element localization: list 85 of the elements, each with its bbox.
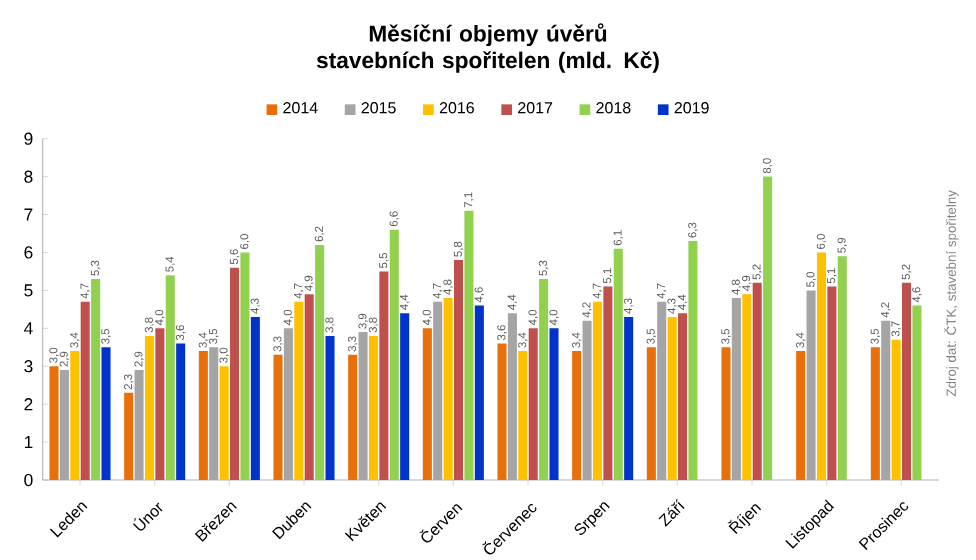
bar	[902, 282, 912, 480]
bar	[209, 347, 219, 480]
bar	[464, 210, 474, 480]
bar	[646, 347, 656, 480]
y-tick-label: 0	[24, 473, 33, 487]
legend-label: 2019	[674, 102, 709, 114]
bar	[91, 279, 101, 480]
bar	[827, 286, 837, 480]
bar	[315, 244, 325, 480]
bar	[870, 347, 880, 480]
bar	[592, 301, 602, 480]
bar	[368, 335, 379, 480]
bar	[657, 301, 667, 480]
bar	[837, 256, 847, 480]
bar	[325, 335, 335, 480]
bar	[624, 316, 634, 480]
bar	[752, 282, 762, 480]
bar	[379, 271, 389, 480]
bar	[796, 351, 806, 480]
bar	[134, 370, 144, 480]
y-tick-label: 7	[24, 208, 33, 221]
bar	[176, 343, 186, 480]
y-tick-label: 3	[24, 360, 33, 373]
legend-label: 2016	[439, 102, 474, 114]
y-tick-label: 5	[24, 284, 33, 297]
bar	[572, 351, 582, 480]
bar	[101, 347, 111, 480]
bar	[70, 351, 80, 480]
bar	[198, 351, 208, 480]
bar	[400, 313, 410, 480]
bar	[539, 279, 549, 480]
bar	[250, 316, 260, 480]
bar	[518, 351, 528, 480]
bar	[528, 328, 538, 480]
bar	[549, 328, 559, 480]
bar	[688, 241, 698, 480]
bar	[422, 328, 432, 480]
bar	[49, 366, 59, 480]
bar	[731, 297, 741, 480]
bar	[497, 343, 507, 480]
y-tick-label: 9	[24, 132, 33, 145]
bar	[124, 392, 134, 480]
bar	[273, 354, 283, 480]
bar	[806, 290, 816, 480]
bar	[155, 328, 165, 480]
bar	[294, 301, 304, 480]
bar	[144, 335, 155, 480]
bar	[443, 297, 453, 480]
bar	[358, 332, 368, 480]
bar	[80, 301, 90, 480]
bar	[433, 301, 443, 480]
bar	[304, 294, 314, 480]
y-tick-label: 1	[24, 436, 33, 449]
y-tick-label: 6	[24, 246, 33, 259]
bar	[742, 294, 752, 480]
bar	[582, 320, 592, 480]
bar	[240, 252, 250, 480]
bar	[613, 248, 623, 480]
bar	[816, 252, 826, 480]
legend-label: 2017	[518, 102, 553, 114]
legend-label: 2018	[596, 102, 631, 114]
bar	[165, 275, 175, 480]
bar	[881, 320, 891, 480]
y-tick-label: 8	[24, 170, 33, 183]
bar	[389, 229, 399, 480]
legend-label: 2014	[283, 102, 318, 114]
bar	[912, 305, 922, 480]
bar	[230, 267, 240, 480]
bar	[678, 313, 688, 480]
bar	[219, 366, 229, 480]
legend-label: 2015	[361, 102, 396, 114]
bar	[891, 339, 901, 480]
bar	[507, 313, 517, 480]
bar	[763, 176, 773, 480]
bar	[474, 305, 484, 480]
bar	[667, 316, 677, 480]
bar	[721, 347, 731, 480]
bar	[348, 354, 358, 480]
y-tick-label: 2	[24, 398, 33, 411]
chart-title: Měsíční objemy úvěrů stavebních spořitelen (mld. Kč)	[316, 23, 659, 73]
bar	[603, 286, 613, 480]
bar	[283, 328, 293, 480]
y-tick-label: 4	[24, 322, 33, 335]
bar	[59, 370, 69, 480]
bar	[454, 260, 464, 480]
